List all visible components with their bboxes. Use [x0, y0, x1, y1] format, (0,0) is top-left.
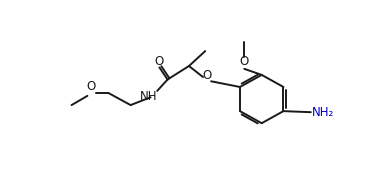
Text: O: O — [86, 80, 95, 93]
Text: O: O — [240, 55, 249, 68]
Text: NH: NH — [140, 90, 158, 103]
Text: O: O — [155, 55, 164, 68]
Text: O: O — [202, 69, 211, 82]
Text: NH₂: NH₂ — [312, 106, 334, 119]
